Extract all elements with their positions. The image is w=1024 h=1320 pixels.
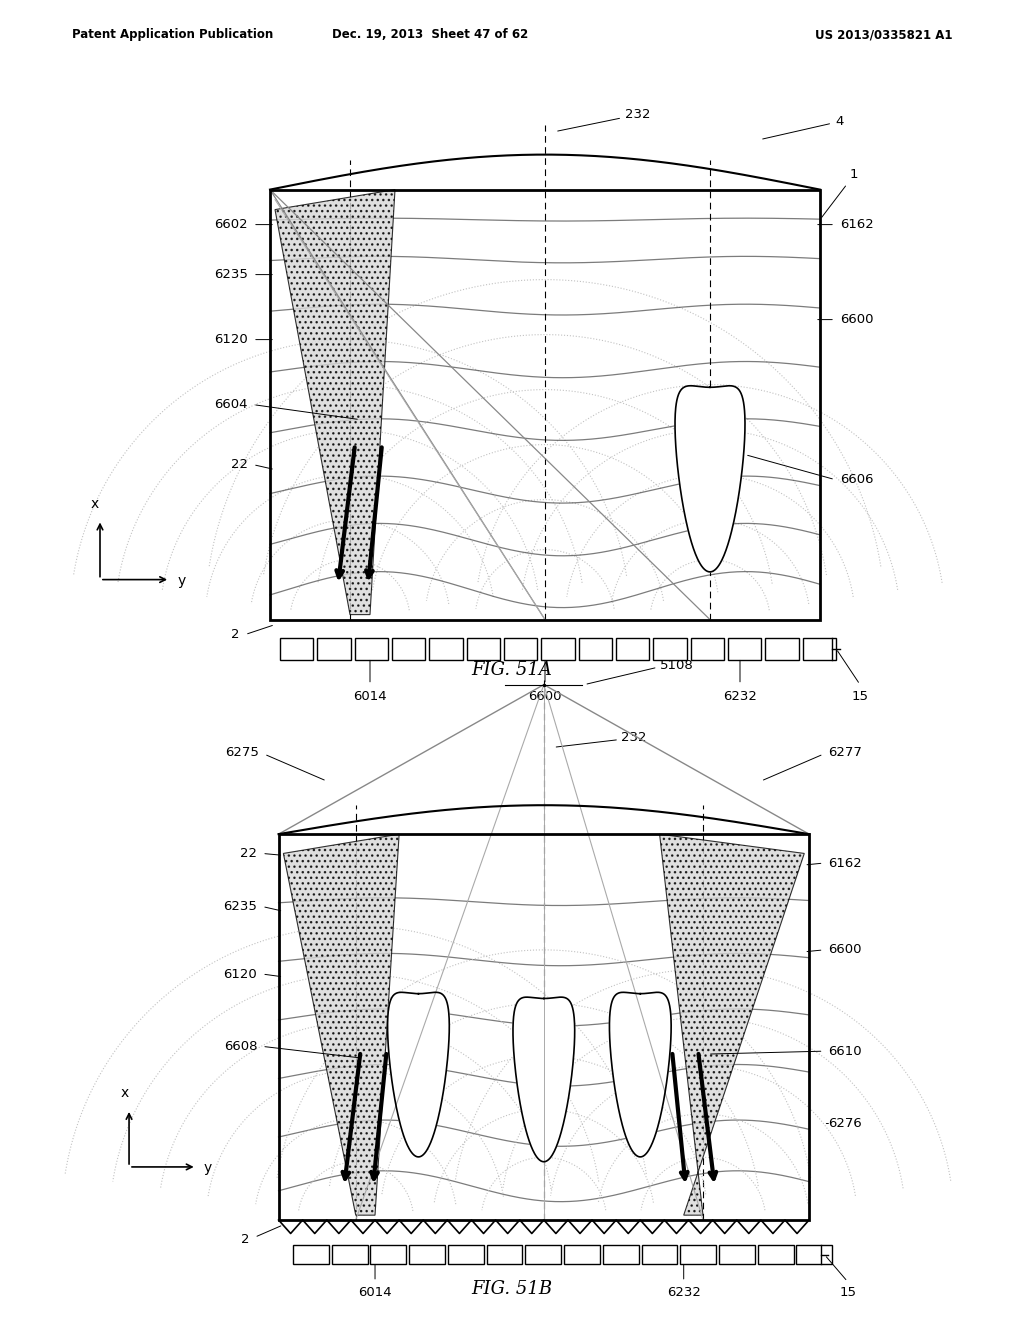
Text: 232: 232 [558,108,650,131]
Text: 6235: 6235 [214,268,248,281]
Text: 6232: 6232 [723,689,757,702]
Bar [354,638,388,660]
Bar [797,1245,833,1265]
Bar [653,638,687,660]
Text: 6277: 6277 [828,746,862,759]
Text: 6600: 6600 [528,689,562,702]
Bar [616,638,649,660]
Text: 6276: 6276 [828,1117,862,1130]
Text: 22: 22 [231,458,248,471]
Text: FIG. 51A: FIG. 51A [472,660,552,678]
Text: 6610: 6610 [828,1044,862,1057]
Text: FIG. 51B: FIG. 51B [471,1280,553,1299]
Bar [603,1245,639,1265]
Bar [447,1245,483,1265]
Bar [579,638,612,660]
Text: 6608: 6608 [224,1040,257,1053]
Bar [680,1245,716,1265]
Text: 2: 2 [231,628,240,642]
Text: 6162: 6162 [828,857,862,870]
Polygon shape [659,834,804,1216]
Text: 4: 4 [763,115,844,139]
Bar [467,638,500,660]
Polygon shape [609,993,671,1156]
Text: 6235: 6235 [223,900,257,913]
Bar [429,638,463,660]
Polygon shape [284,834,399,1216]
Text: 6120: 6120 [223,968,257,981]
Bar [279,834,809,1220]
Text: 6014: 6014 [358,1286,392,1299]
Text: x: x [91,496,99,511]
Text: 6600: 6600 [828,944,862,957]
Bar [728,638,761,660]
Bar [525,1245,561,1265]
Bar [410,1245,445,1265]
Polygon shape [675,385,745,572]
Text: 232: 232 [621,731,646,744]
Text: 2: 2 [241,1233,250,1246]
Text: 6600: 6600 [840,313,873,326]
Text: 6602: 6602 [214,218,248,231]
Text: US 2013/0335821 A1: US 2013/0335821 A1 [815,28,952,41]
Text: 6604: 6604 [214,399,248,411]
Text: 6120: 6120 [214,333,248,346]
Text: Patent Application Publication: Patent Application Publication [72,28,273,41]
Bar [758,1245,794,1265]
Bar [270,190,820,619]
Bar [690,638,724,660]
Polygon shape [387,993,450,1156]
Polygon shape [275,190,395,615]
Bar [564,1245,600,1265]
Text: Dec. 19, 2013  Sheet 47 of 62: Dec. 19, 2013 Sheet 47 of 62 [332,28,528,41]
Text: 6275: 6275 [225,746,259,759]
Text: 6014: 6014 [353,689,387,702]
Bar [371,1245,407,1265]
Text: 5108: 5108 [659,659,693,672]
Bar [280,638,313,660]
Bar [542,638,574,660]
Bar [719,1245,755,1265]
Bar [641,1245,677,1265]
Text: 6232: 6232 [667,1286,700,1299]
Text: 6606: 6606 [840,473,873,486]
Text: 15: 15 [840,1286,856,1299]
Text: x: x [120,1086,128,1101]
Bar [317,638,350,660]
Text: y: y [178,574,186,587]
Text: 15: 15 [852,689,868,702]
Bar [392,638,425,660]
Text: 6162: 6162 [840,218,873,231]
Bar [504,638,538,660]
Bar [765,638,799,660]
Bar [293,1245,329,1265]
Bar [486,1245,522,1265]
Bar [803,638,836,660]
Text: 22: 22 [241,847,257,859]
Bar [332,1245,368,1265]
Polygon shape [513,997,574,1162]
Text: y: y [204,1160,212,1175]
Text: 1: 1 [821,168,858,218]
